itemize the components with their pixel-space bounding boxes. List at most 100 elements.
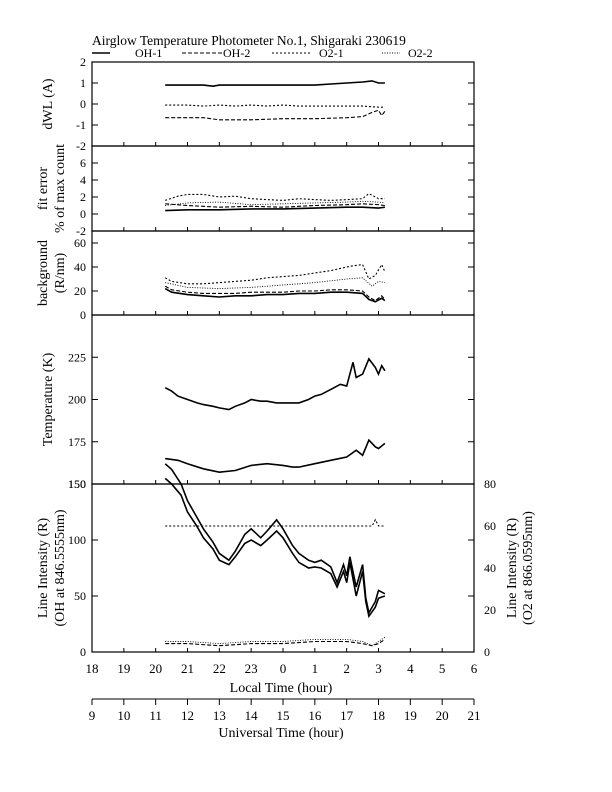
y-right-tick-label-2: 40 (484, 561, 496, 575)
ut-tick-label-4: 13 (213, 708, 226, 723)
ut-tick-label-10: 19 (404, 708, 417, 723)
y-tick-label-2-0: 0 (80, 308, 86, 322)
y-tick-label-1-2: 2 (80, 190, 86, 204)
ut-tick-label-9: 18 (372, 708, 385, 723)
ut-tick-label-2: 11 (149, 708, 162, 723)
ut-tick-label-1: 10 (117, 708, 130, 723)
y-axis-label-0: dWL (A) (41, 78, 56, 130)
series-line-1-1 (165, 203, 385, 208)
universal-time-axis: 9 10 11 12 13 14 15 16 17 18 19 20 21 (89, 698, 481, 723)
local-time-axis: 18 19 20 21 22 23 0 1 2 3 4 5 6 (86, 661, 478, 676)
y-axis-label2-2: (R/nm) (53, 252, 68, 293)
x-tick-label-8: 2 (343, 661, 350, 676)
panels: -2 -1 0 1 2 dWL (A) -2 0 2 4 6 fit error% of max co… (36, 55, 536, 659)
ut-tick-label-7: 16 (308, 708, 322, 723)
series-line-0-0 (165, 80, 385, 88)
y-tick-label-1-1: 0 (80, 207, 86, 221)
x-axis-label: Local Time (hour) (230, 681, 333, 696)
series-line-2-2 (164, 263, 386, 285)
y-axis-label-3: Temperature (K) (41, 352, 56, 446)
ut-tick-label-11: 20 (436, 708, 449, 723)
y-tick-label-0-4: 2 (80, 55, 86, 69)
legend: OH-1 OH-2 O2-1 O2-2 (92, 46, 433, 60)
panel-frame-2 (91, 230, 475, 316)
y-right-tick-label-3: 60 (484, 519, 496, 533)
y-tick-label-4-1: 50 (74, 589, 86, 603)
y-tick-label-4-3: 150 (68, 477, 86, 491)
legend-label-3: O2-2 (408, 46, 433, 60)
panel-0: -2 -1 0 1 2 dWL (A) (41, 55, 475, 153)
y-tick-label-0-3: 1 (80, 76, 86, 90)
series-line-4-0 (164, 463, 386, 616)
series-line-2-1 (164, 285, 386, 302)
series-line-2-3 (165, 277, 385, 290)
panel-3: 150 175 200 225 Temperature (K) (41, 314, 475, 491)
x-tick-label-4: 22 (213, 661, 226, 676)
x-tick-label-12: 6 (471, 661, 478, 676)
y-tick-label-0-0: -2 (76, 139, 86, 153)
y-tick-label-0-1: -1 (76, 118, 86, 132)
y-tick-label-3-1: 175 (68, 435, 86, 449)
series-line-1-3 (165, 200, 385, 206)
y-tick-label-4-2: 100 (68, 533, 86, 547)
series-line-0-1 (165, 104, 385, 108)
y-tick-label-3-0: 150 (68, 477, 86, 491)
x-tick-label-7: 1 (312, 661, 319, 676)
x-tick-label-6: 0 (280, 661, 287, 676)
legend-label-2: O2-1 (319, 46, 344, 60)
y-axis-label-2: background (36, 240, 51, 306)
y-tick-label-1-0: -2 (76, 224, 86, 238)
series-line-1-0 (165, 206, 386, 212)
y-right-tick-label-0: 0 (484, 645, 490, 659)
series-line-1-2 (165, 192, 385, 201)
ut-tick-label-8: 17 (340, 708, 354, 723)
series-line-4-4 (165, 638, 386, 647)
y-tick-label-2-1: 20 (74, 284, 86, 298)
y-tick-label-1-3: 4 (80, 173, 86, 187)
legend-label-0: OH-1 (135, 46, 162, 60)
panel-frame-0 (91, 61, 475, 147)
panel-4: 0 50 100 150 Line Intensity (R) (OH at 846.55… (36, 463, 536, 659)
ut-tick-label-5: 14 (245, 708, 259, 723)
x-tick-label-0: 18 (86, 661, 99, 676)
x-tick-label-11: 5 (439, 661, 446, 676)
series-line-3-1 (165, 438, 386, 474)
x-tick-label-5: 23 (245, 661, 258, 676)
chart-title: Airglow Temperature Photometer No.1, Shi… (92, 33, 406, 48)
series-line-2-0 (164, 287, 386, 303)
x-tick-label-2: 20 (149, 661, 162, 676)
x-tick-label-10: 4 (407, 661, 414, 676)
y-tick-label-0-2: 0 (80, 97, 86, 111)
y-right-axis-label2: (O2 at 866.0595nm) (521, 511, 536, 625)
ut-tick-label-0: 9 (89, 708, 96, 723)
y-tick-label-1-4: 6 (80, 156, 86, 170)
ut-tick-label-12: 21 (468, 708, 481, 723)
ut-tick-label-3: 12 (181, 708, 194, 723)
x-tick-label-9: 3 (375, 661, 382, 676)
series-line-0-2 (165, 109, 386, 121)
y-axis-label-4: Line Intensity (R) (36, 518, 51, 619)
y-tick-label-2-3: 60 (74, 236, 86, 250)
series-line-4-3 (165, 636, 386, 647)
panel-frame-4 (91, 483, 475, 653)
y-axis-label2-1: % of max count (53, 144, 68, 233)
y-right-tick-label-1: 20 (484, 603, 496, 617)
y-tick-label-3-2: 200 (68, 393, 86, 407)
series-line-3-0 (164, 357, 386, 411)
panel-1: -2 0 2 4 6 fit error% of max count (36, 144, 475, 238)
y-tick-label-4-0: 0 (80, 645, 86, 659)
panel-frame-3 (91, 314, 475, 485)
x-tick-label-3: 21 (181, 661, 194, 676)
panel-2: 0 20 40 60 background (R/nm) (36, 230, 475, 322)
series-line-4-1 (164, 477, 386, 619)
y-tick-label-2-2: 40 (74, 260, 86, 274)
legend-label-1: OH-2 (223, 46, 250, 60)
x-tick-label-1: 19 (117, 661, 130, 676)
y-axis-label2-4: (OH at 846.5555nm) (53, 509, 68, 626)
y-axis-label-1: fit error (36, 167, 51, 210)
y-tick-label-3-3: 225 (68, 350, 86, 364)
y-right-tick-label-4: 80 (484, 477, 496, 491)
series-line-4-2 (165, 518, 385, 527)
ut-tick-label-6: 15 (277, 708, 290, 723)
